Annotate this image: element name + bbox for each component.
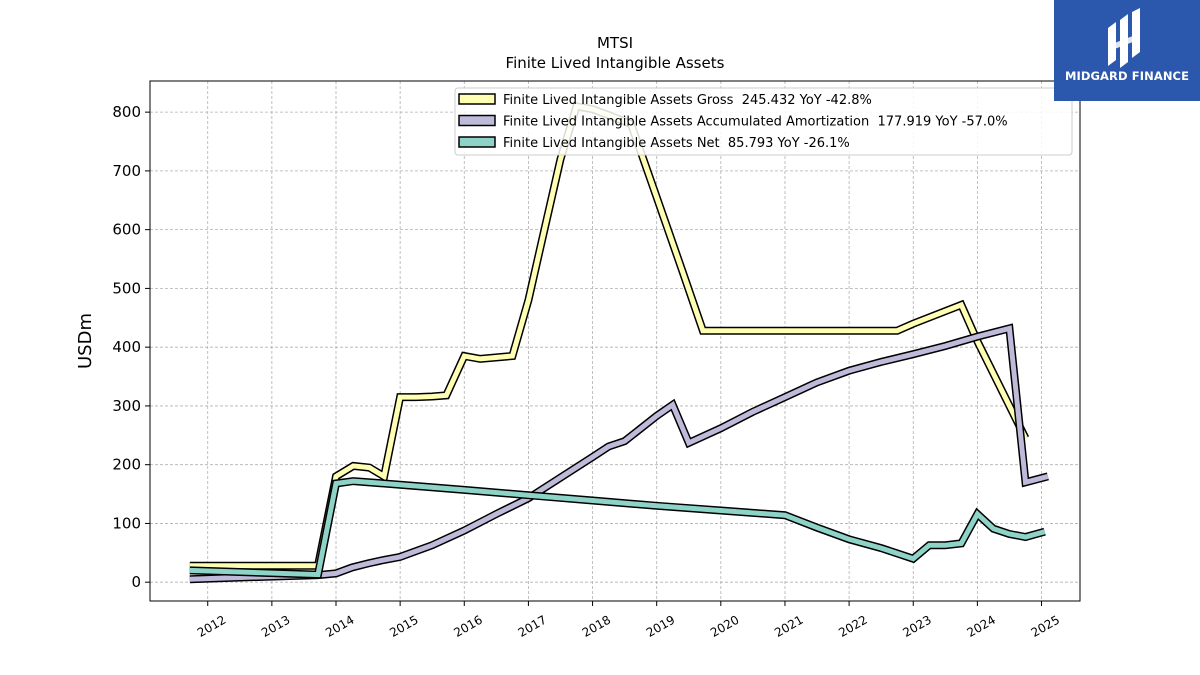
x-tick-label: 2012 [195, 613, 228, 640]
legend-item: Finite Lived Intangible Assets Accumulat… [458, 114, 1008, 130]
series-2 [189, 323, 1049, 584]
legend-swatch [458, 114, 496, 127]
y-tick-label: 500 [112, 279, 141, 297]
series-line-outline [189, 101, 1030, 570]
y-tick-label: 800 [112, 103, 141, 121]
x-tick-label: 2019 [644, 613, 677, 640]
plot-frame [149, 80, 1081, 602]
y-tick-label: 0 [131, 573, 141, 591]
legend-label: Finite Lived Intangible Assets Accumulat… [503, 115, 1008, 130]
legend: Finite Lived Intangible Assets Gross 245… [454, 87, 1073, 156]
x-tick-label: 2024 [965, 613, 998, 640]
legend-swatch [458, 136, 496, 148]
chart-title: MTSI [597, 34, 633, 52]
legend-item: Finite Lived Intangible Assets Gross 245… [458, 93, 872, 108]
x-tick-label: 2025 [1029, 613, 1062, 640]
legend-box [454, 87, 1073, 156]
y-tick-label: 200 [112, 456, 141, 474]
series-line [189, 103, 1028, 569]
x-tick-label: 2015 [387, 613, 420, 640]
x-tick-label: 2017 [516, 613, 549, 640]
series-3 [189, 477, 1046, 579]
series-1 [189, 101, 1030, 570]
midgard-logo-icon [1108, 8, 1140, 68]
x-tick-label: 2020 [708, 613, 741, 640]
y-tick-label: 300 [112, 397, 141, 415]
x-tick-label: 2022 [836, 613, 869, 640]
y-tick-label: 600 [112, 221, 141, 239]
brand-logo: MIDGARD FINANCE [1054, 0, 1200, 101]
grid [150, 81, 1080, 601]
legend-swatch [458, 93, 496, 105]
x-tick-label: 2021 [772, 613, 805, 640]
y-axis-label: USDm [75, 313, 96, 369]
y-tick-label: 400 [112, 338, 141, 356]
series-lines [189, 101, 1049, 584]
brand-name: MIDGARD FINANCE [1064, 69, 1190, 83]
y-tick-label: 700 [112, 162, 141, 180]
y-axis: 0 100 200 300 400 500 600 700 800 [112, 103, 150, 591]
legend-label: Finite Lived Intangible Assets Gross 245… [503, 93, 872, 108]
x-tick-label: 2023 [900, 613, 933, 640]
x-tick-label: 2014 [323, 613, 356, 640]
legend-item: Finite Lived Intangible Assets Net 85.79… [458, 136, 850, 151]
series-line-outline [189, 477, 1046, 579]
x-tick-label: 2018 [580, 613, 613, 640]
legend-label: Finite Lived Intangible Assets Net 85.79… [503, 136, 850, 151]
x-tick-label: 2016 [451, 613, 484, 640]
chart-subtitle: Finite Lived Intangible Assets [506, 54, 725, 72]
series-line [189, 478, 1046, 578]
series-line [189, 325, 1049, 582]
y-tick-label: 100 [112, 514, 141, 532]
x-tick-label: 2013 [259, 613, 292, 640]
x-axis: 2012 2013 2014 2015 2016 2017 2018 2019 2020 2021… [195, 601, 1062, 640]
series-line-outline [189, 323, 1049, 584]
